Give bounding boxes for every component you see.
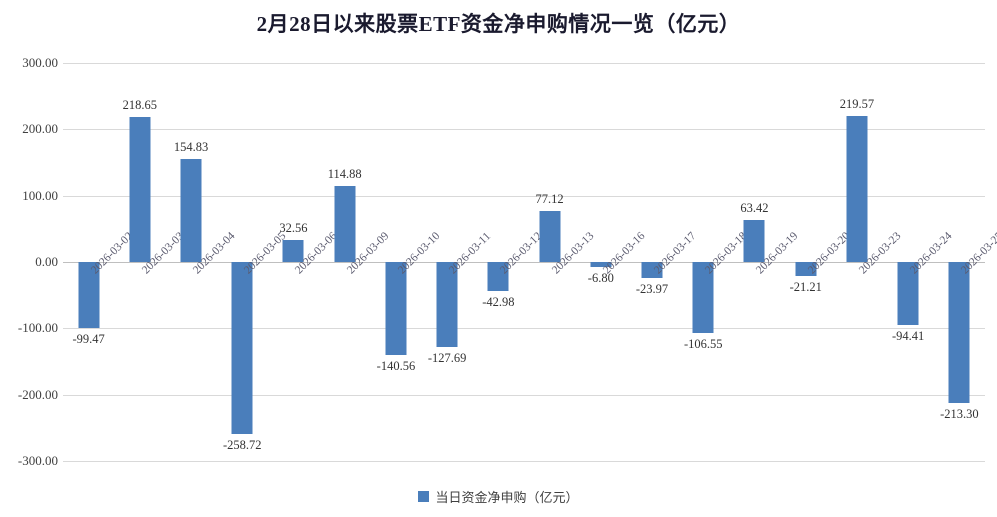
bar-value-label: 32.56	[279, 221, 308, 236]
bar-group[interactable]: -140.56 2026-03-10	[370, 63, 443, 461]
bar[interactable]	[129, 116, 151, 262]
bar-value-label: 154.83	[173, 140, 209, 155]
bar-value-label: -213.30	[940, 407, 979, 422]
gridline	[63, 394, 985, 396]
bar-value-label: -21.21	[789, 280, 822, 295]
bar-value-label: -258.72	[222, 437, 262, 452]
bar[interactable]	[539, 210, 561, 262]
bar[interactable]	[897, 262, 919, 325]
y-axis-tick-label: 300.00	[22, 55, 58, 70]
bar-group[interactable]: -106.55 2026-03-18	[678, 63, 750, 461]
bar-group[interactable]: 114.88 2026-03-09	[319, 63, 391, 461]
bar[interactable]	[743, 219, 765, 262]
bar[interactable]	[436, 262, 458, 347]
bar-value-label: 219.57	[839, 97, 875, 112]
bar[interactable]	[180, 159, 202, 262]
bar-group[interactable]: -42.98 2026-03-12	[473, 63, 545, 461]
y-axis: 300.00 200.00 100.00 0.00 -100.00 -200.00 -300…	[0, 55, 58, 468]
bar[interactable]	[282, 240, 304, 262]
bar-value-label: -6.80	[587, 270, 614, 285]
gridline	[63, 262, 985, 263]
y-axis-tick-label: -300.00	[17, 453, 58, 468]
bar-group[interactable]: 219.57 2026-03-23	[831, 63, 904, 461]
bar-group[interactable]: -94.41 2026-03-24	[883, 63, 955, 461]
bar[interactable]	[692, 262, 714, 333]
bar[interactable]	[487, 262, 509, 291]
bar[interactable]	[846, 116, 868, 262]
legend-label: 当日资金净申购（亿元）	[435, 490, 579, 505]
bar[interactable]	[590, 262, 612, 267]
bar-group[interactable]: 77.12 2026-03-13	[524, 63, 596, 461]
bar-value-label: -94.41	[892, 328, 925, 343]
gridline	[63, 328, 985, 330]
y-axis-tick-label: 200.00	[22, 121, 58, 137]
x-axis-tick-label: 2026-03-25	[959, 230, 997, 277]
plot-area: -99.47 2026-03-02 218.65 2026-03-03 154.83 20…	[63, 63, 997, 462]
bar-value-label: 114.88	[327, 166, 362, 181]
y-axis-tick-label: 100.00	[22, 187, 58, 203]
bar-value-label: 77.12	[535, 191, 564, 206]
y-axis-tick-label: -100.00	[17, 320, 58, 336]
bar[interactable]	[78, 262, 100, 328]
bar-value-label: -127.69	[427, 350, 467, 365]
bar-group[interactable]: -23.97 2026-03-17	[626, 63, 699, 461]
bar-group[interactable]: -21.21 2026-03-20	[780, 63, 853, 461]
bar[interactable]	[334, 185, 356, 262]
y-axis-tick-label: 0.00	[35, 254, 58, 269]
gridline	[63, 195, 985, 197]
bar-group[interactable]: -258.72 2026-03-05	[217, 63, 289, 461]
bar-group[interactable]: 218.65 2026-03-03	[114, 63, 187, 461]
bar-value-label: -42.98	[482, 294, 515, 309]
bar[interactable]	[231, 262, 253, 434]
gridline	[63, 129, 985, 131]
bar[interactable]	[948, 262, 970, 404]
bar[interactable]	[641, 262, 663, 278]
bar-group[interactable]: 32.56 2026-03-06	[268, 63, 339, 461]
chart-title: 2月28日以来股票ETF资金净申购情况一览（亿元）	[256, 12, 741, 36]
y-axis-tick-label: -200.00	[17, 386, 58, 402]
legend-color-swatch	[418, 491, 430, 502]
bar-group[interactable]: 63.42 2026-03-19	[729, 63, 800, 461]
bar-group[interactable]: -213.30 2026-03-25	[934, 63, 997, 461]
bar-value-label: 218.65	[122, 97, 158, 112]
bar-value-label: -99.47	[72, 331, 105, 346]
bar-value-label: -140.56	[376, 359, 416, 374]
gridline	[63, 63, 985, 64]
bar-value-label: -106.55	[683, 336, 723, 351]
bar[interactable]	[385, 262, 407, 356]
bar[interactable]	[795, 262, 817, 277]
chart-legend: 当日资金净申购（亿元）	[0, 487, 997, 506]
gridline	[63, 461, 985, 462]
bar-group[interactable]: -6.80 2026-03-16	[575, 63, 647, 461]
bar-value-label: 63.42	[740, 200, 769, 215]
bar-value-label: -23.97	[635, 281, 669, 296]
bar-group[interactable]: -127.69 2026-03-11	[422, 63, 493, 461]
bar-group[interactable]: -99.47 2026-03-02	[63, 63, 135, 461]
bar-group[interactable]: 154.83 2026-03-04	[165, 63, 238, 461]
